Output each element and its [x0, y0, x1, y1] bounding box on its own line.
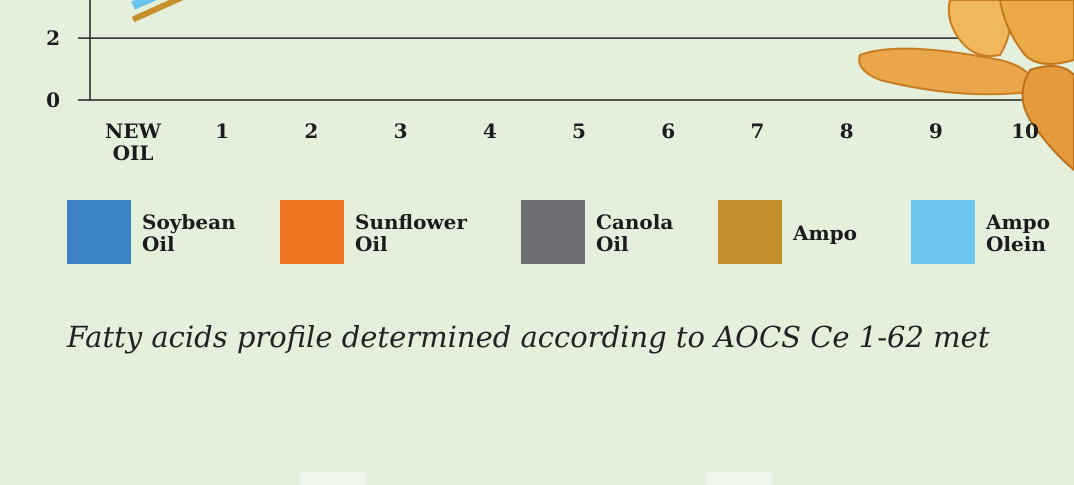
x-tick-label: 10	[990, 120, 1060, 142]
legend-swatch	[280, 200, 344, 264]
legend-swatch	[521, 200, 585, 264]
x-tick-label: NEW OIL	[98, 120, 168, 164]
legend-text: Sunflower Oil	[355, 211, 415, 255]
x-tick-label: 9	[901, 120, 971, 142]
caption: Fatty acids profile determined according…	[67, 320, 989, 354]
x-tick-label: 1	[187, 120, 257, 142]
y-tick-label: 2	[20, 27, 60, 49]
legend-swatch	[67, 200, 131, 264]
y-tick-label: 0	[20, 89, 60, 111]
legend-label: Ampo	[793, 202, 913, 264]
x-tick-label: 8	[812, 120, 882, 142]
page: {"chart_data": {"type": "line", "categor…	[0, 0, 1074, 485]
legend-swatch	[911, 200, 975, 264]
tile	[300, 472, 366, 485]
legend-text: Canola Oil	[596, 211, 656, 255]
legend-text: Ampo	[793, 222, 913, 244]
tile	[706, 472, 772, 485]
x-tick-label: 2	[276, 120, 346, 142]
legend-label: Canola Oil	[596, 202, 716, 264]
legend-label: Ampo Olein	[986, 202, 1074, 264]
x-tick-label: 5	[544, 120, 614, 142]
legend-text: Ampo Olein	[986, 211, 1046, 255]
x-tick-label: 3	[366, 120, 436, 142]
x-tick-label: 7	[722, 120, 792, 142]
legend-label: Soybean Oil	[142, 202, 262, 264]
legend-label: Sunflower Oil	[355, 202, 475, 264]
legend-text: Soybean Oil	[142, 211, 202, 255]
x-tick-label: 4	[455, 120, 525, 142]
legend-swatch	[718, 200, 782, 264]
fries	[859, 0, 1074, 170]
x-tick-label: 6	[633, 120, 703, 142]
